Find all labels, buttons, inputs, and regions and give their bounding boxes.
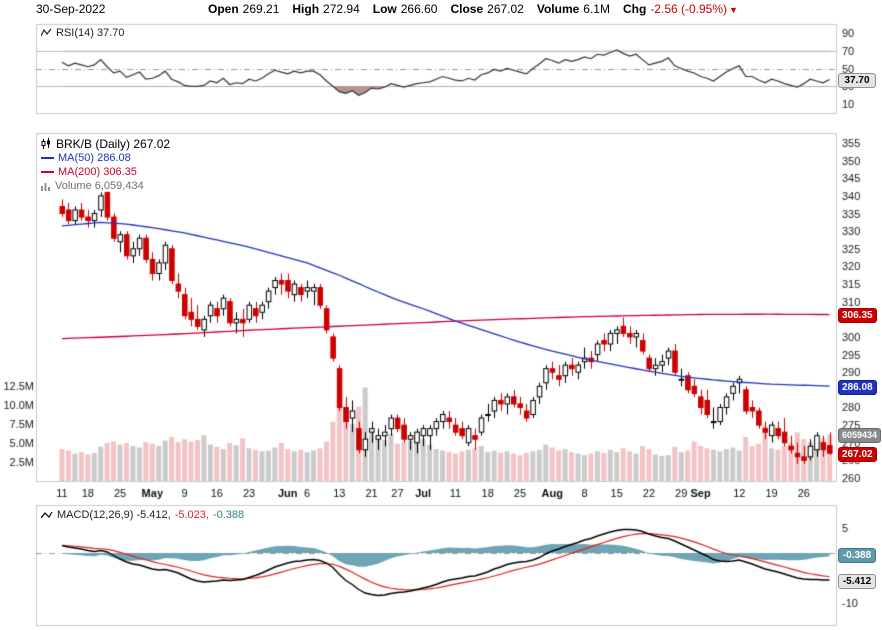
open-label: Open [208,2,239,16]
header-low: Low 266.60 [373,2,438,16]
macd-hist-legend-text: -0.388 [212,509,245,521]
header-close: Close 267.02 [450,2,523,16]
ma200-legend-row: MA(200) 306.35 [41,165,170,179]
symbol-legend-row: BRK/B (Daily) 267.02 [41,137,170,151]
macd-line-icon [41,511,53,518]
high-value: 272.94 [323,2,360,16]
high-label: High [292,2,320,16]
chart-header: 30-Sep-2022 Open 269.21 High 272.94 Low 266… [36,2,751,16]
volume-legend-row: Volume 6,059,434 [41,179,170,193]
volume-legend-text: Volume 6,059,434 [55,180,144,192]
low-label: Low [372,2,397,16]
ma50-legend-text: MA(50) 286.08 [58,152,131,164]
macd-signal-legend-text: -5.023, [174,509,209,521]
macd-legend-text: MACD(12,26,9) -5.412, [57,509,171,521]
chg-label: Chg [622,2,647,16]
macd-legend: MACD(12,26,9) -5.412, -5.023, -0.388 [41,509,244,521]
header-volume: Volume 6.1M [537,2,610,16]
open-value: 269.21 [242,2,280,16]
rsi-line-icon [41,28,52,37]
symbol-legend-text: BRK/B (Daily) 267.02 [56,137,171,151]
rsi-legend: RSI(14) 37.70 [41,27,124,39]
volume-axis-label: 6059434 [838,428,882,443]
ma50-line-swatch [41,157,54,159]
macd-line-axis-label: -5.412 [838,574,876,589]
down-triangle-icon: ▼ [729,5,738,15]
volume-value: 6.1M [583,2,610,16]
close-axis-label: 267.02 [838,447,877,462]
ma200-line-swatch [41,171,54,173]
volume-label: Volume [536,2,580,16]
date-label: 30-Sep-2022 [36,2,106,16]
macd-hist-axis-label: -0.388 [838,548,876,563]
header-change: Chg -2.56 (-0.95%) ▼ [623,2,738,16]
price-legend: BRK/B (Daily) 267.02 MA(50) 286.08 MA(20… [41,137,170,193]
ma50-axis-label: 286.08 [838,380,877,395]
ma50-legend-row: MA(50) 286.08 [41,151,170,165]
close-label: Close [450,2,484,16]
volume-bars-icon [41,183,50,191]
ma200-axis-label: 306.35 [838,308,877,323]
chg-value: -2.56 (-0.95%) [650,2,728,16]
rsi-legend-text: RSI(14) 37.70 [56,27,125,39]
rsi-last-value-label: 37.70 [838,73,876,88]
header-high: High 272.94 [292,2,359,16]
candlestick-icon [41,138,50,149]
low-value: 266.60 [400,2,438,16]
close-value: 267.02 [487,2,524,16]
header-open: Open 269.21 [208,2,279,16]
ma200-legend-text: MA(200) 306.35 [58,166,137,178]
